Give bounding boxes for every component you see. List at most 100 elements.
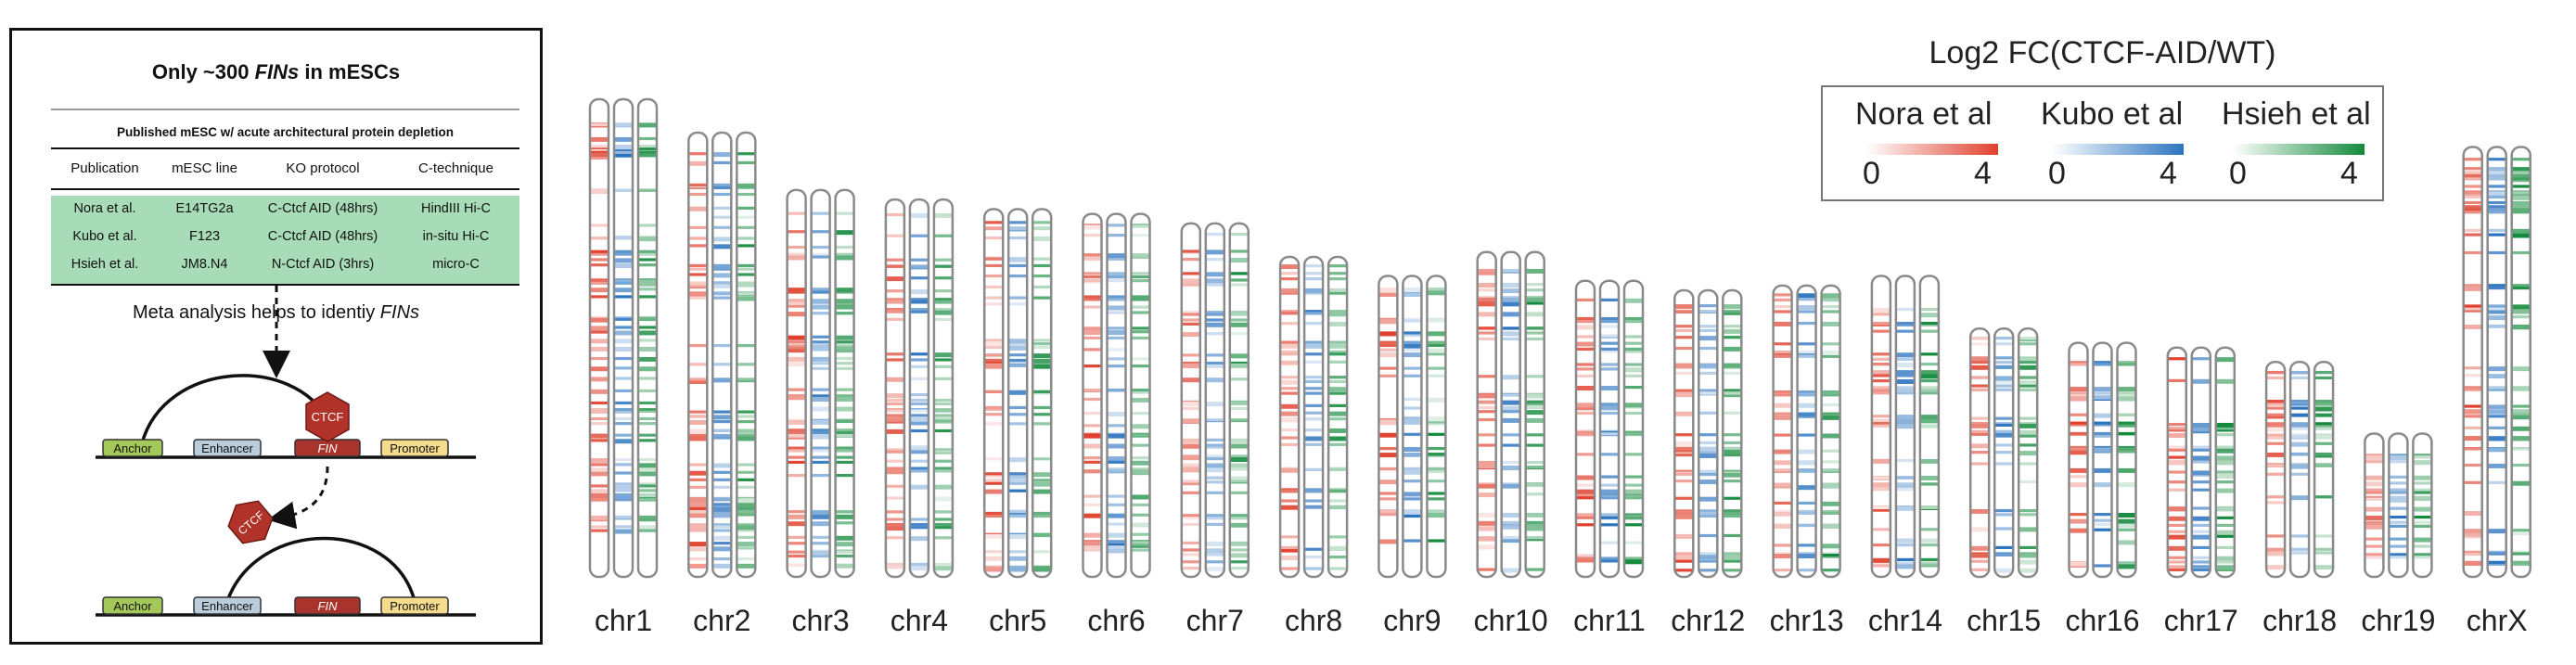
fin-band	[2167, 560, 2186, 564]
fin-band	[1403, 319, 1422, 323]
fin-band	[1083, 330, 1102, 336]
fin-band	[2511, 233, 2531, 238]
fin-band	[909, 467, 929, 470]
fin-band	[1131, 255, 1150, 260]
fin-band	[1032, 550, 1052, 554]
fin-band	[2511, 250, 2531, 255]
table-top-rule	[51, 147, 519, 149]
chr13-nora-column	[1772, 284, 1793, 579]
fin-band	[1477, 536, 1496, 542]
fin-band	[1723, 555, 1742, 560]
fin-band	[590, 150, 609, 154]
fin-band	[614, 252, 633, 256]
fin-band	[1994, 416, 2014, 420]
fin-band	[2069, 431, 2088, 436]
fin-band	[2389, 455, 2408, 461]
fin-band	[1427, 513, 1446, 518]
fin-band	[984, 481, 1004, 485]
fin-band	[1895, 538, 1915, 544]
fin-band	[2167, 530, 2186, 533]
fin-band	[1378, 340, 1398, 344]
table-cell: F123	[188, 229, 221, 244]
fin-band	[1378, 453, 1398, 458]
fin-band	[1304, 379, 1324, 384]
fin-band	[1525, 410, 1544, 416]
chr3-kubo-column	[810, 188, 831, 579]
fin-band	[1723, 514, 1742, 518]
fin-band	[590, 525, 609, 529]
fin-band	[885, 469, 904, 475]
chr8-hsieh-column	[1326, 255, 1349, 579]
fin-band	[1525, 375, 1544, 378]
fin-band	[638, 416, 657, 421]
table-caption: Published mESC w/ acute architectural pr…	[116, 125, 455, 139]
fin-band	[1576, 403, 1595, 408]
fin-band	[1328, 312, 1348, 317]
fin-band	[1229, 283, 1249, 287]
fin-band	[1008, 257, 1028, 262]
fin-band	[933, 310, 953, 315]
fin-band	[984, 364, 1004, 369]
fin-band	[1477, 433, 1496, 437]
fin-band	[1032, 457, 1052, 461]
fin-band	[1895, 557, 1915, 562]
chr9-kubo-column	[1402, 275, 1423, 579]
fin-band	[2093, 522, 2112, 527]
fin-band	[1624, 316, 1643, 321]
fin-band	[1723, 552, 1742, 556]
fin-band	[835, 356, 854, 361]
fin-band	[1970, 451, 1990, 454]
fin-band	[2487, 208, 2506, 213]
fin-band	[1008, 226, 1028, 231]
fin-band	[614, 492, 633, 498]
fin-band	[787, 542, 806, 545]
fin-band	[1723, 336, 1742, 339]
chromosome-chr17: chr17	[2164, 346, 2238, 637]
chromosome-chrX: chrX	[2462, 146, 2531, 637]
fin-band	[1107, 522, 1126, 526]
fin-band	[2487, 562, 2506, 566]
fin-band	[614, 463, 633, 467]
fin-band	[2511, 167, 2531, 173]
fin-band	[1427, 348, 1446, 353]
fin-band	[688, 529, 708, 532]
fin-band	[2215, 506, 2235, 512]
fin-band	[1008, 339, 1028, 344]
fin-band	[2463, 447, 2482, 451]
fin-band	[1181, 443, 1200, 449]
fin-band	[1674, 363, 1694, 368]
fin-band	[1131, 357, 1150, 361]
fin-band	[1624, 298, 1643, 303]
fin-band	[885, 526, 904, 531]
fin-band	[1624, 516, 1643, 519]
fin-band	[811, 455, 830, 459]
fin-band	[1994, 568, 2014, 573]
fin-band	[1525, 568, 1544, 571]
fin-band	[2093, 363, 2112, 366]
fin-band	[688, 410, 708, 414]
fin-band	[1895, 357, 1915, 361]
fin-band	[1008, 472, 1028, 476]
fin-band	[1304, 352, 1324, 356]
fin-band	[1698, 512, 1718, 516]
chromosome-chr7: chr7	[1180, 222, 1250, 637]
fin-band	[1131, 548, 1150, 552]
fin-band	[1477, 482, 1496, 486]
chr4-kubo-column	[908, 198, 930, 579]
fin-band	[835, 406, 854, 412]
fin-band	[835, 510, 854, 514]
chr12-kubo-column	[1698, 288, 1719, 579]
fin-band	[2463, 208, 2482, 211]
fin-band	[1403, 332, 1422, 338]
fin-band	[1871, 352, 1890, 356]
fin-band	[2266, 422, 2286, 426]
fin-band	[1501, 337, 1520, 341]
fin-band	[2487, 415, 2506, 418]
fin-band	[2487, 250, 2506, 255]
fin-band	[1107, 543, 1126, 548]
fin-band	[1698, 336, 1718, 341]
fin-band	[638, 529, 657, 532]
fin-band	[2365, 455, 2384, 461]
fin-band	[835, 301, 854, 306]
fin-band	[1525, 460, 1544, 465]
